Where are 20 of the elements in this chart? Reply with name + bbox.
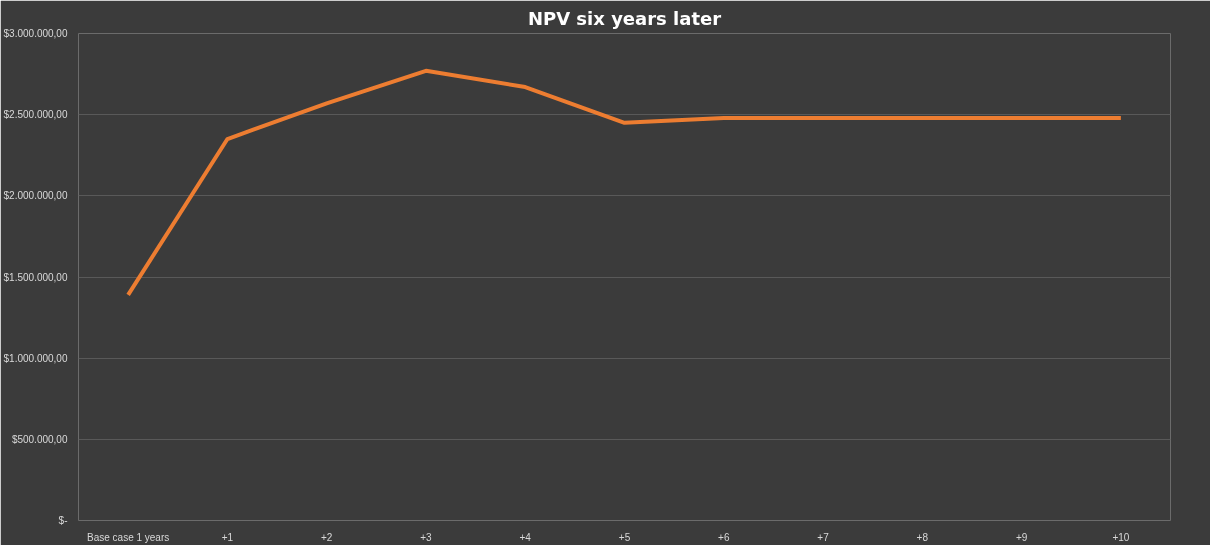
y-tick-label: $- [58,515,68,526]
y-tick-label: $1.000.000,00 [3,352,68,364]
y-tick-label: $2.000.000,00 [3,190,68,202]
x-tick-label: +4 [519,531,532,543]
x-tick-label: Base case 1 years [87,531,170,543]
y-tick-label: $1.500.000,00 [3,271,68,283]
chart-title: NPV six years later [527,7,722,29]
y-tick-label: $3.000.000,00 [3,28,68,39]
x-tick-label: +9 [1015,531,1028,543]
y-tick-label: $500.000,00 [11,433,68,445]
line-series [126,68,1123,297]
x-tick-label: +1 [221,531,234,543]
x-tick-label: +3 [420,531,433,543]
x-tick-label: +10 [1112,531,1130,543]
x-tick-label: +7 [817,531,830,543]
x-tick-label: +6 [718,531,730,543]
y-tick-label: $2.500.000,00 [3,109,68,121]
x-tick-label: +2 [320,531,333,543]
x-tick-label: +8 [916,531,929,543]
x-tick-label: +5 [618,531,631,543]
